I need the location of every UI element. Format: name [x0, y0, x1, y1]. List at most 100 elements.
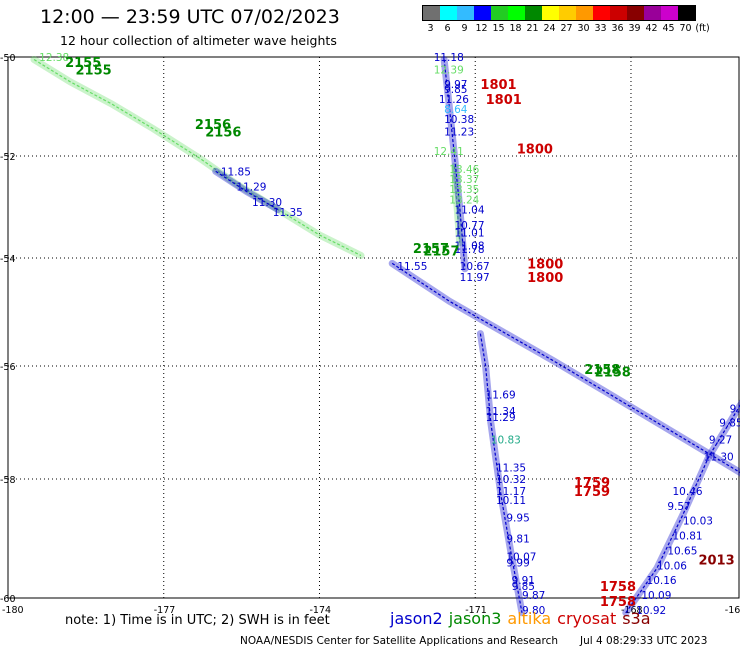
satellite-track-core [443, 59, 466, 269]
longitude-tick-label: -168 [621, 605, 643, 616]
wave-height-reading: 10.65 [667, 545, 697, 557]
wave-height-reading: 11.08 [454, 240, 484, 252]
wave-height-reading: 11.85 [221, 166, 251, 178]
legend-label: 15 [492, 23, 505, 34]
wave-height-reading: 11.29 [486, 412, 516, 424]
legend-swatch [525, 6, 542, 20]
wave-height-reading: 9.92 [730, 403, 740, 415]
satellite-legend-item: jason3 [448, 609, 502, 628]
pass-time-label: 2155 [75, 63, 111, 78]
wave-height-reading: 13.24 [449, 194, 479, 206]
legend-label: 36 [611, 23, 624, 34]
pass-time-label: 2157 [413, 242, 449, 257]
satellite-legend-item: s3a [622, 609, 651, 628]
legend-swatch [627, 6, 644, 20]
satellite-legend-item: jason2 [390, 609, 443, 628]
wave-height-reading: 10.06 [657, 560, 687, 572]
pass-time-label: 2158 [595, 366, 631, 381]
latitude-tick-label: -56 [0, 362, 16, 373]
legend-swatch [661, 6, 678, 20]
satellite-track-core [625, 404, 740, 614]
wave-height-reading: 11.30 [252, 197, 282, 209]
legend-swatch [610, 6, 627, 20]
satellite-track [388, 259, 740, 477]
wave-height-reading: 9.85 [444, 84, 467, 96]
pass-time-label: 2155 [65, 56, 101, 71]
legend-swatch [576, 6, 593, 20]
legend-label: 18 [509, 23, 522, 34]
wave-height-reading: 11.04 [454, 205, 484, 217]
wave-height-reading: 10.32 [496, 474, 526, 486]
wave-height-reading: 10.46 [673, 486, 703, 498]
wave-height-reading: 10.92 [636, 605, 666, 617]
longitude-tick-label: -16 [725, 605, 740, 616]
legend-label: 24 [543, 23, 556, 34]
wave-height-reading: 11.69 [486, 389, 516, 401]
color-scale-labels: 3 6 9 12 15 18 21 24 27 30 33 36 39 42 45 70 (ft) [422, 21, 709, 35]
legend-swatch [542, 6, 559, 20]
legend-swatch [423, 6, 440, 20]
pass-time-label: 1800 [527, 257, 563, 272]
legend-label: 33 [594, 23, 607, 34]
pass-time-label: 1759 [574, 476, 610, 491]
satellite-track-core [215, 170, 279, 211]
satellite-track-core [33, 58, 362, 257]
satellite-legend-item: cryosat [557, 609, 617, 628]
footer-timestamp: Jul 4 08:29:33 UTC 2023 [580, 635, 708, 647]
legend-swatch [474, 6, 491, 20]
pass-time-label: 1800 [527, 271, 563, 286]
pass-time-label: 1801 [480, 78, 516, 93]
pass-time-label: 2156 [195, 118, 231, 133]
longitude-tick-label: -171 [465, 605, 487, 616]
wave-height-reading: 11.97 [460, 272, 490, 284]
legend-swatch [559, 6, 576, 20]
satellite-track-core [453, 166, 461, 243]
legend-swatch [491, 6, 508, 20]
wave-height-reading: 10.03 [683, 516, 713, 528]
wave-height-reading: 12.38 [39, 52, 69, 64]
color-scale-legend: 3 6 9 12 15 18 21 24 27 30 33 36 39 42 45 70 (ft) [422, 5, 710, 35]
pass-time-label: 1800 [517, 143, 553, 158]
wave-height-reading: 9.85 [719, 418, 740, 430]
wave-height-reading: 11.26 [439, 94, 469, 106]
wave-height-reading: 11.55 [397, 261, 427, 273]
wave-height-reading: 10.81 [673, 531, 703, 543]
satellite-legend-item: altika [507, 609, 552, 628]
wave-height-reading: 11.35 [273, 207, 303, 219]
wave-height-reading: 10.67 [460, 261, 490, 273]
latitude-tick-label: -58 [0, 475, 16, 486]
page-subtitle: 12 hour collection of altimeter wave hei… [60, 33, 337, 48]
legend-label: 3 [427, 23, 434, 34]
pass-time-label: 1759 [574, 485, 610, 500]
pass-time-label: 2013 [698, 553, 734, 568]
wave-height-reading: 11.18 [434, 52, 464, 64]
satellite-track [30, 56, 365, 259]
legend-swatch [508, 6, 525, 20]
legend-label: 12 [475, 23, 488, 34]
legend-label: 30 [577, 23, 590, 34]
pass-time-label: 1758 [600, 580, 636, 595]
latitude-tick-label: -52 [0, 152, 16, 163]
legend-swatch [457, 6, 474, 20]
wave-height-reading: 10.83 [491, 434, 521, 446]
wave-height-reading: 11.29 [236, 182, 266, 194]
wave-height-reading: 11.34 [486, 406, 516, 418]
legend-swatch [593, 6, 610, 20]
legend-swatch [440, 6, 457, 20]
wave-height-reading: 10.11 [496, 495, 526, 507]
legend-label: 70 [679, 23, 692, 34]
wave-height-reading: 11.35 [496, 463, 526, 475]
wave-height-reading: 9.87 [522, 590, 545, 602]
wave-height-reading: 9.95 [506, 513, 529, 525]
wave-height-reading: 11.30 [704, 451, 734, 463]
wave-height-reading: 9.99 [506, 557, 529, 569]
wave-height-reading: 9.27 [709, 434, 732, 446]
footer-credit: NOAA/NESDIS Center for Satellite Applica… [240, 635, 558, 647]
color-scale-bar [422, 5, 696, 21]
footer-note: note: 1) Time is in UTC; 2) SWH is in fe… [65, 613, 330, 628]
longitude-tick-label: -177 [154, 605, 176, 616]
wave-height-reading: 9.97 [444, 79, 467, 91]
wave-height-reading: 11.17 [496, 486, 526, 498]
wave-height-reading: 13.35 [449, 184, 479, 196]
